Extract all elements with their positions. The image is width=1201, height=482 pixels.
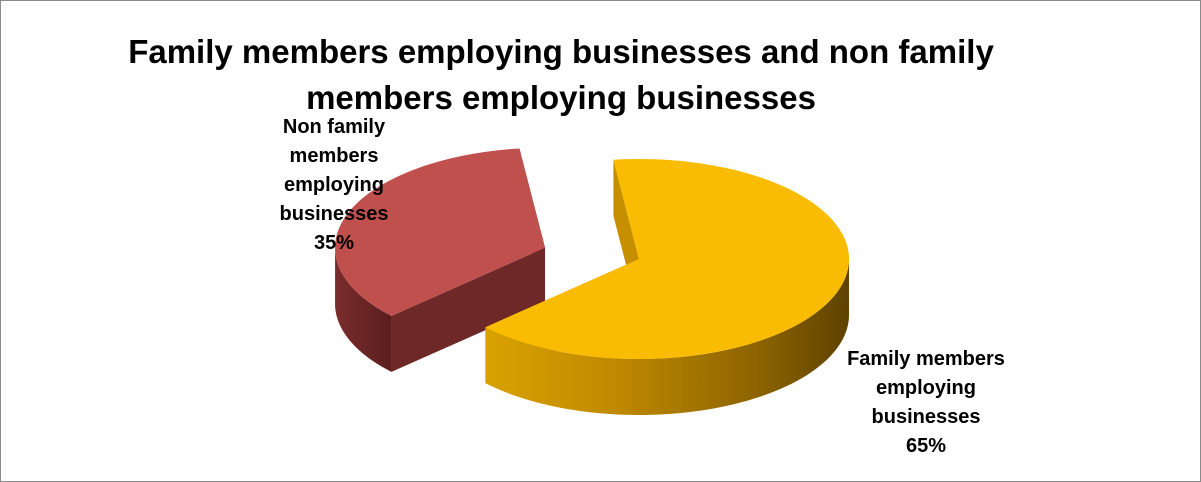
slice-label-line: businesses bbox=[279, 203, 389, 225]
slice-label-family: Family members employing businesses 65% bbox=[821, 345, 1031, 461]
slice-side-family bbox=[485, 259, 849, 415]
slice-label-line: Family members bbox=[847, 348, 1005, 370]
chart-title: Family members employing businesses and … bbox=[128, 33, 994, 116]
slice-label-non-family: Non family members employing businesses 35% bbox=[259, 113, 409, 258]
slice-percent-label: 65% bbox=[905, 435, 947, 457]
slice-label-line: Non family bbox=[282, 116, 386, 138]
slice-label-line: members bbox=[289, 145, 379, 167]
slice-label-line: employing bbox=[875, 377, 976, 399]
slice-label-line: employing bbox=[283, 174, 384, 196]
slice-percent-label: 35% bbox=[313, 232, 355, 254]
slice-label-line: businesses bbox=[871, 406, 981, 428]
pie-slices bbox=[335, 148, 849, 415]
slice-side-non-family bbox=[335, 245, 392, 372]
slice-top-non-family bbox=[335, 148, 546, 316]
slice-top-family bbox=[485, 159, 849, 360]
slice-wall-start-non-family bbox=[391, 247, 546, 372]
